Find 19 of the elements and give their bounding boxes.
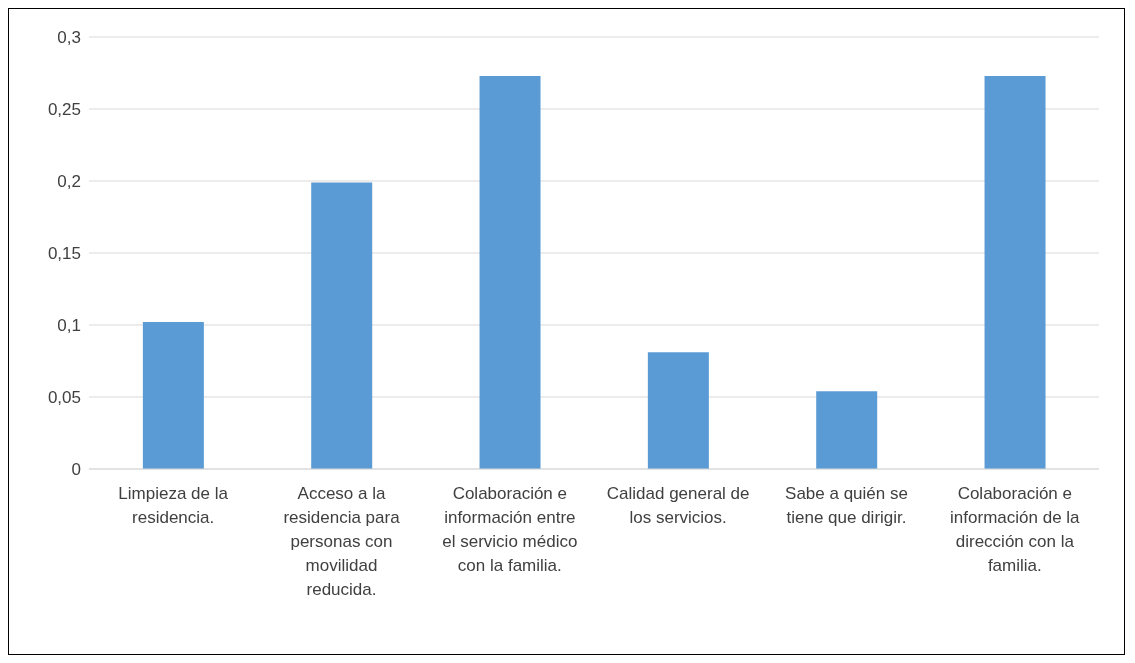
y-tick-label: 0,2 [57,172,81,192]
bar [142,322,204,469]
bar [984,75,1046,469]
x-tick-label: Acceso a la residencia para personas con movilidad reducida. [283,484,401,599]
x-tick-label: Calidad general de los servicios. [606,484,750,527]
y-tick-label: 0,25 [47,100,81,120]
x-tick-label: Colaboración e información de la dirección con la familia. [950,484,1081,575]
y-tick-label: 0 [71,460,81,480]
bar [816,391,878,469]
x-tick-label: Sabe a quién se tiene que dirigir. [785,484,908,527]
y-tick-label: 0,15 [47,244,81,264]
y-tick-label: 0,1 [57,316,81,336]
bar [311,182,373,469]
y-tick-label: 0,3 [57,28,81,48]
y-tick-label: 0,05 [47,388,81,408]
x-tick-label: Colaboración e información entre el servicio médico con la familia. [442,484,578,575]
bar [479,75,541,469]
bar [647,352,709,469]
x-tick-label: Limpieza de la residencia. [118,484,229,527]
